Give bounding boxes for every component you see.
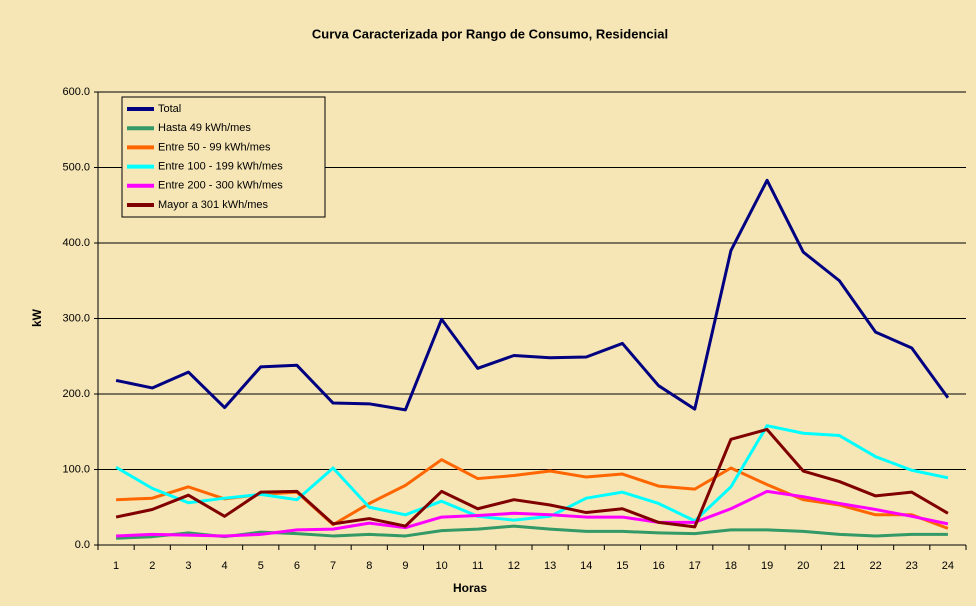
- line-series: [116, 524, 948, 540]
- legend-label: Entre 100 - 199 kWh/mes: [158, 161, 283, 173]
- x-tick-label: 14: [580, 560, 592, 572]
- y-axis-label: kW: [30, 308, 44, 327]
- x-axis-label: Horas: [453, 581, 487, 595]
- x-tick-label: 18: [725, 560, 737, 572]
- x-tick-label: 1: [113, 560, 119, 572]
- x-tick-label: 12: [508, 560, 520, 572]
- x-tick-label: 21: [833, 560, 845, 572]
- legend-label: Total: [158, 103, 181, 115]
- x-tick-label: 3: [185, 560, 191, 572]
- line-series: [116, 489, 949, 538]
- x-tick-label: 15: [616, 560, 628, 572]
- legend-box: [121, 96, 326, 218]
- x-tick-label: 7: [330, 560, 336, 572]
- x-tick-label: 11: [472, 560, 483, 572]
- line-series: [115, 427, 949, 529]
- chart-title: Curva Caracterizada por Rango de Consumo…: [312, 26, 668, 41]
- y-tick-label: 400.0: [62, 237, 90, 249]
- line-series: [115, 178, 950, 412]
- legend-label: Hasta 49 kWh/mes: [158, 122, 251, 134]
- x-tick-label: 2: [149, 560, 155, 572]
- x-tick-label: 22: [869, 560, 881, 572]
- legend-label: Entre 50 - 99 kWh/mes: [158, 141, 271, 153]
- x-tick-label: 9: [402, 560, 408, 572]
- x-tick-label: 19: [761, 560, 773, 572]
- y-tick-label: 500.0: [62, 161, 90, 173]
- x-tick-label: 16: [652, 560, 664, 572]
- y-tick-label: 0.0: [75, 539, 90, 551]
- x-tick-label: 10: [435, 560, 447, 572]
- y-tick-label: 200.0: [62, 388, 90, 400]
- x-tick-label: 24: [942, 560, 954, 572]
- y-tick-label: 100.0: [62, 463, 90, 475]
- x-tick-label: 13: [544, 560, 556, 572]
- x-tick-label: 8: [366, 560, 372, 572]
- x-tick-label: 4: [222, 560, 228, 572]
- x-tick-label: 20: [797, 560, 809, 572]
- x-tick-label: 6: [294, 560, 300, 572]
- legend-label: Mayor a 301 kWh/mes: [158, 199, 269, 211]
- legend-label: Entre 200 - 300 kWh/mes: [158, 180, 283, 192]
- x-tick-label: 5: [258, 560, 264, 572]
- x-tick-label: 23: [906, 560, 918, 572]
- x-tick-label: 17: [689, 560, 701, 572]
- y-tick-label: 600.0: [62, 86, 90, 98]
- y-tick-label: 300.0: [62, 312, 90, 324]
